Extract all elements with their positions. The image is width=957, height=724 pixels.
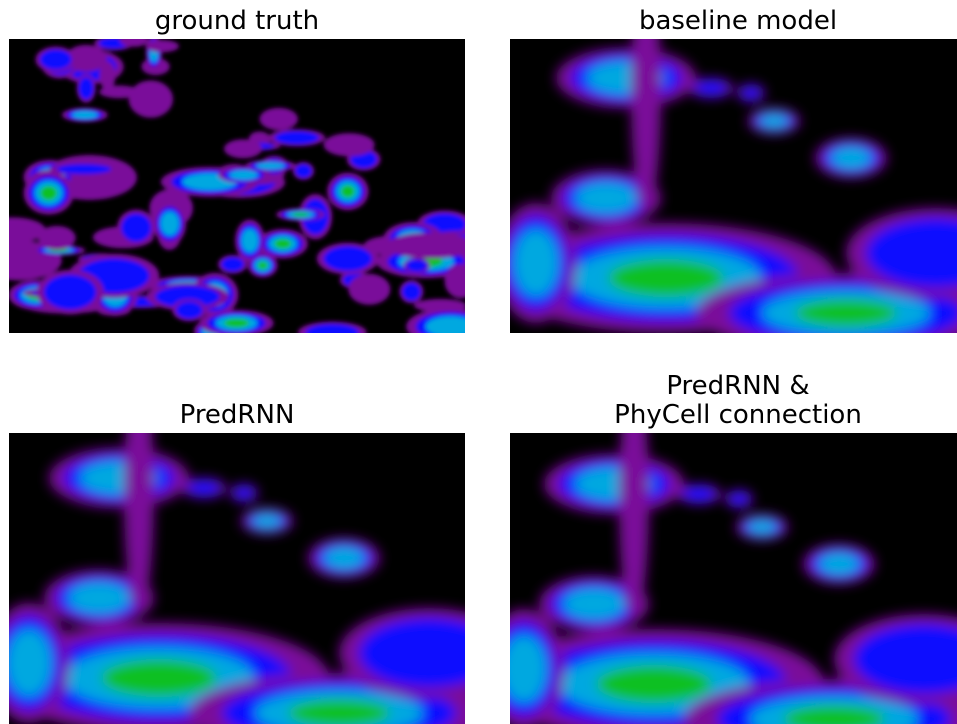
- intensity-region: [324, 246, 372, 271]
- intensity-region: [229, 170, 258, 179]
- intensity-region: [176, 301, 203, 318]
- intensity-region: [444, 264, 476, 298]
- intensity-region: [40, 49, 72, 69]
- figure: ground truth baseline model PredRNN PredRNN…: [0, 0, 957, 724]
- intensity-region: [129, 80, 174, 117]
- intensity-region: [728, 492, 750, 506]
- intensity-region: [161, 211, 179, 235]
- intensity-region: [259, 108, 298, 130]
- intensity-region: [426, 316, 476, 337]
- panel: [484, 379, 957, 724]
- panel: [0, 33, 506, 345]
- intensity-region: [348, 274, 390, 305]
- intensity-region: [694, 80, 728, 96]
- intensity-region: [99, 61, 115, 90]
- intensity-region: [747, 520, 776, 535]
- intensity-region: [274, 239, 291, 249]
- panel-title: PredRNN: [180, 400, 295, 430]
- intensity-region: [145, 40, 179, 52]
- intensity-region: [40, 186, 57, 201]
- intensity-region: [324, 547, 364, 569]
- intensity-region: [502, 635, 547, 702]
- intensity-region: [608, 259, 724, 296]
- intensity-region: [221, 257, 244, 272]
- intensity-region: [258, 261, 268, 269]
- intensity-region: [341, 185, 355, 198]
- panel-title: PredRNN &: [666, 371, 809, 401]
- intensity-region: [68, 582, 130, 613]
- intensity-region: [819, 553, 859, 575]
- intensity-region: [359, 618, 499, 688]
- panel-title: PhyCell connection: [614, 400, 862, 430]
- intensity-region: [295, 164, 312, 178]
- intensity-region: [124, 373, 154, 613]
- intensity-region: [101, 659, 217, 696]
- intensity-region: [256, 162, 284, 169]
- intensity-region: [252, 514, 281, 529]
- intensity-region: [38, 226, 76, 250]
- intensity-region: [120, 33, 148, 47]
- intensity-region: [596, 665, 712, 702]
- panel-title: baseline model: [639, 6, 837, 36]
- intensity-region: [402, 283, 421, 301]
- intensity-region: [7, 629, 52, 696]
- intensity-region: [740, 86, 762, 100]
- intensity-region: [242, 229, 259, 253]
- intensity-region: [406, 259, 427, 271]
- intensity-region: [275, 131, 319, 144]
- intensity-region: [305, 324, 359, 341]
- intensity-region: [233, 486, 255, 500]
- panel-title: ground truth: [155, 6, 319, 36]
- intensity-region: [44, 275, 96, 310]
- intensity-region: [414, 299, 467, 312]
- intensity-region: [324, 133, 375, 156]
- intensity-region: [187, 480, 221, 496]
- intensity-region: [563, 588, 625, 619]
- intensity-region: [79, 77, 94, 100]
- intensity-region: [795, 299, 897, 326]
- intensity-region: [682, 486, 716, 502]
- intensity-region: [514, 229, 559, 296]
- intensity-region: [292, 212, 309, 216]
- intensity-region: [224, 139, 262, 158]
- panel: [496, 0, 957, 353]
- intensity-region: [224, 319, 249, 328]
- intensity-region: [386, 233, 475, 259]
- intensity-region: [831, 147, 871, 169]
- intensity-region: [57, 164, 112, 174]
- intensity-region: [759, 114, 788, 129]
- intensity-region: [575, 182, 637, 213]
- intensity-region: [72, 111, 98, 119]
- intensity-region: [121, 213, 151, 241]
